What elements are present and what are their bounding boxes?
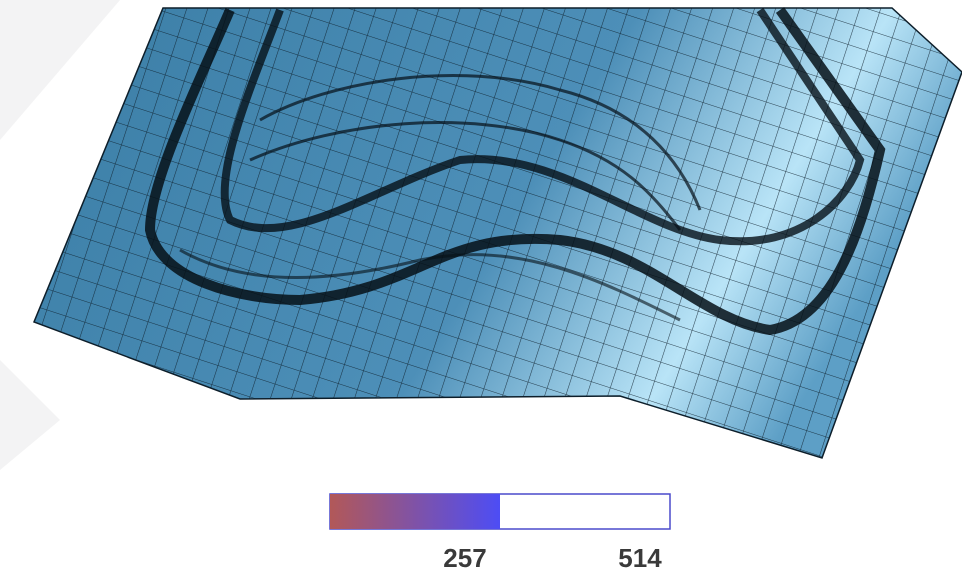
page: 257 514 (() => { const data = JSON.parse… <box>0 0 962 575</box>
legend-fill <box>330 494 500 529</box>
viewport: 257 514 <box>0 0 962 575</box>
legend-max-label: 514 <box>618 543 662 573</box>
legend-value-label: 257 <box>443 543 486 573</box>
